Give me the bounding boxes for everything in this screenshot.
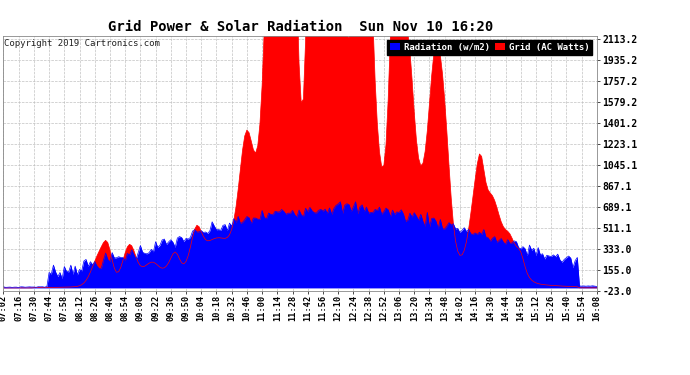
Title: Grid Power & Solar Radiation  Sun Nov 10 16:20: Grid Power & Solar Radiation Sun Nov 10 …: [108, 21, 493, 34]
Legend: Radiation (w/m2), Grid (AC Watts): Radiation (w/m2), Grid (AC Watts): [387, 40, 592, 54]
Text: Copyright 2019 Cartronics.com: Copyright 2019 Cartronics.com: [4, 39, 160, 48]
